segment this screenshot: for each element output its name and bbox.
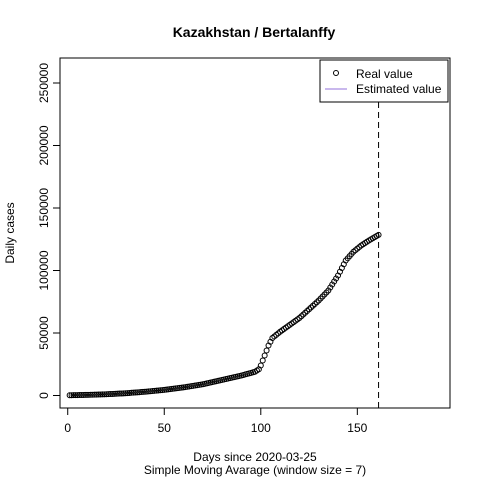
data-point	[93, 391, 100, 398]
x-tick-label: 0	[64, 421, 71, 435]
data-point	[85, 391, 92, 398]
data-point	[112, 390, 119, 397]
data-point	[132, 389, 139, 396]
data-point	[109, 390, 116, 397]
y-tick-label: 0	[37, 392, 51, 399]
data-point	[103, 391, 110, 398]
data-point	[130, 389, 137, 396]
data-point	[111, 390, 118, 397]
data-point	[141, 388, 148, 395]
data-point	[91, 391, 98, 398]
y-axis-label: Daily cases	[3, 202, 17, 263]
data-point	[118, 390, 125, 397]
series-real-value	[66, 231, 382, 399]
data-point	[74, 392, 81, 399]
data-point	[136, 389, 143, 396]
data-point	[68, 392, 75, 399]
data-point	[257, 362, 264, 369]
legend-estimated-label: Estimated value	[356, 82, 442, 96]
data-point	[89, 391, 96, 398]
y-tick-label: 50000	[37, 316, 51, 350]
legend: Real value Estimated value	[319, 59, 449, 103]
data-point	[87, 391, 94, 398]
data-point	[153, 387, 160, 394]
data-point	[122, 390, 129, 397]
y-tick-label: 100000	[37, 250, 51, 290]
x-axis: 0 50 100 150	[64, 407, 368, 435]
data-point	[128, 389, 135, 396]
y-tick-label: 200000	[37, 125, 51, 165]
data-point	[120, 390, 127, 397]
data-point	[259, 357, 266, 364]
data-point	[95, 391, 102, 398]
data-point	[325, 287, 332, 294]
data-point	[78, 392, 85, 398]
x-axis-sublabel: Simple Moving Avarage (window size = 7)	[144, 463, 366, 477]
x-tick-label: 50	[158, 421, 172, 435]
data-point	[114, 390, 121, 397]
data-point	[101, 391, 108, 398]
data-point	[143, 388, 150, 395]
legend-real-marker	[333, 70, 339, 76]
data-point	[66, 392, 73, 399]
data-point	[82, 391, 89, 398]
data-point	[263, 347, 270, 354]
data-point	[151, 387, 158, 394]
data-point	[99, 391, 106, 398]
data-point	[159, 387, 166, 394]
data-point	[329, 281, 336, 288]
data-point	[80, 391, 87, 398]
x-tick-label: 100	[251, 421, 271, 435]
y-tick-label: 150000	[37, 188, 51, 228]
x-tick-label: 150	[347, 421, 367, 435]
data-point	[331, 278, 338, 285]
data-point	[97, 391, 104, 398]
data-point	[72, 392, 79, 399]
data-point	[333, 275, 340, 282]
x-axis-label: Days since 2020-03-25	[193, 450, 317, 464]
data-point	[157, 387, 164, 394]
legend-real-label: Real value	[356, 67, 413, 81]
data-point	[76, 392, 83, 399]
data-point	[126, 389, 133, 396]
legend-box	[319, 59, 449, 103]
data-point	[327, 284, 334, 291]
data-point	[124, 390, 131, 397]
data-point	[84, 391, 91, 398]
data-point	[155, 387, 162, 394]
data-point	[105, 391, 112, 398]
data-point	[147, 388, 154, 395]
chart-title: Kazakhstan / Bertalanffy	[173, 24, 336, 40]
data-point	[70, 392, 77, 399]
data-point	[134, 389, 141, 396]
y-tick-label: 250000	[37, 63, 51, 103]
data-point	[138, 389, 145, 396]
data-point	[140, 388, 147, 395]
data-point	[145, 388, 152, 395]
data-point	[107, 391, 114, 398]
data-point	[116, 390, 123, 397]
data-point	[149, 388, 156, 394]
data-point	[261, 352, 268, 359]
y-axis: 0 50000 100000 150000 200000 250000	[37, 63, 61, 399]
